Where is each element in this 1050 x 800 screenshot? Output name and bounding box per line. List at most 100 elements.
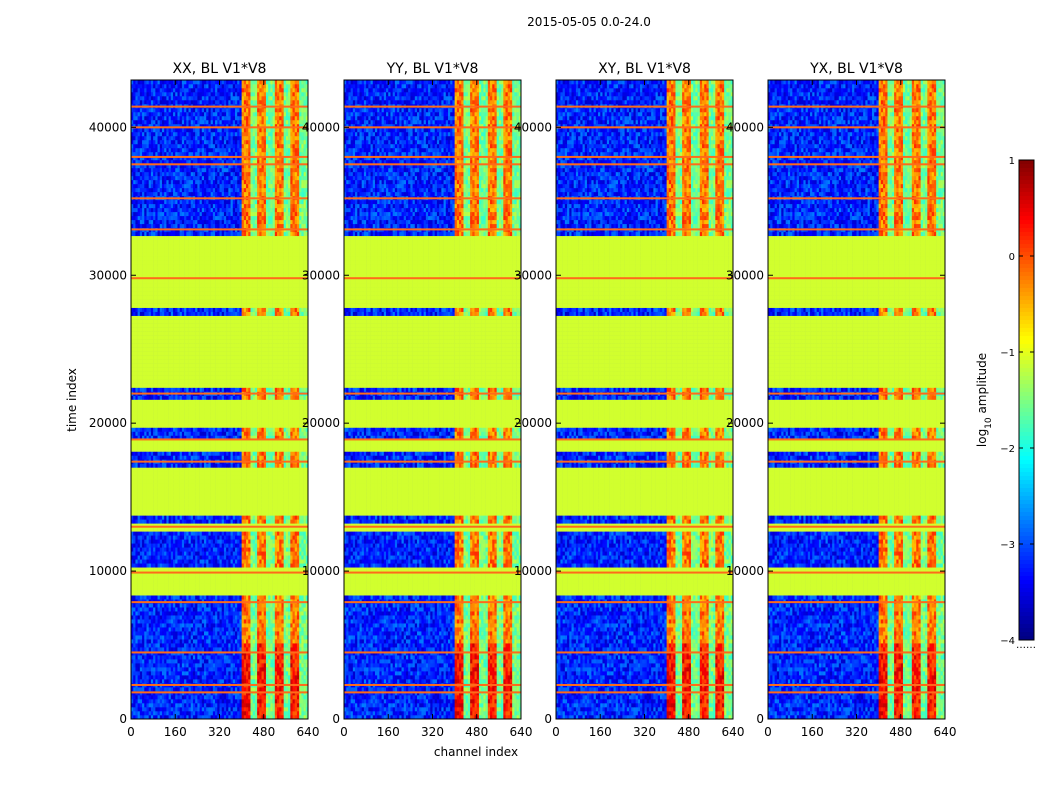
heatmap-cell: [241, 555, 245, 560]
heatmap-cell: [131, 543, 134, 548]
heatmap-cell: [164, 711, 167, 716]
heatmap-cell: [215, 475, 218, 480]
heatmap-cell: [248, 587, 251, 592]
heatmap-cell: [181, 619, 185, 624]
heatmap-cell: [254, 575, 258, 580]
heatmap-cell: [301, 671, 304, 676]
heatmap-cell: [265, 483, 269, 488]
heatmap-cell: [277, 487, 280, 492]
heatmap-cell: [175, 539, 178, 544]
heatmap-cell: [212, 715, 216, 719]
heatmap-cell: [303, 487, 307, 492]
heatmap-cell: [139, 531, 143, 536]
heatmap-cell: [259, 627, 262, 632]
heatmap-cell: [246, 679, 249, 684]
heatmap-cell: [144, 615, 147, 620]
heatmap-cell: [230, 479, 234, 484]
heatmap-cell: [206, 619, 209, 624]
heatmap-cell: [197, 523, 200, 528]
heatmap-cell: [131, 595, 134, 600]
heatmap-cell: [181, 639, 185, 644]
heatmap-cell: [181, 499, 185, 504]
heatmap-cell: [159, 551, 163, 556]
heatmap-cell: [179, 539, 183, 544]
heatmap-cell: [292, 555, 296, 560]
heatmap-cell: [296, 543, 300, 548]
heatmap-cell: [195, 483, 198, 488]
heatmap-cell: [270, 539, 273, 544]
heatmap-cell: [270, 511, 273, 516]
heatmap-cell: [301, 579, 304, 584]
heatmap-cell: [153, 671, 156, 676]
heatmap-cell: [270, 715, 273, 719]
heatmap-cell: [283, 555, 287, 560]
heatmap-cell: [217, 707, 220, 712]
heatmap-cell: [155, 491, 158, 496]
heatmap-cell: [301, 531, 304, 536]
heatmap-cell: [294, 575, 298, 580]
heatmap-cell: [274, 655, 278, 660]
heatmap-cell: [190, 667, 194, 672]
heatmap-cell: [272, 595, 276, 600]
heatmap-cell: [168, 703, 172, 708]
heatmap-cell: [195, 475, 198, 480]
heatmap-cell: [206, 507, 209, 512]
heatmap-cell: [155, 523, 158, 528]
heatmap-cell: [221, 659, 225, 664]
heatmap-cell: [263, 643, 267, 648]
heatmap-cell: [237, 511, 240, 516]
heatmap-cell: [175, 575, 178, 580]
heatmap-cell: [232, 555, 236, 560]
heatmap-cell: [199, 623, 203, 628]
heatmap-cell: [272, 483, 276, 488]
heatmap-cell: [221, 711, 225, 716]
heatmap-cell: [217, 475, 220, 480]
heatmap-cell: [150, 575, 154, 580]
heatmap-cell: [248, 519, 251, 524]
heatmap-cell: [294, 715, 298, 719]
heatmap-cell: [144, 703, 147, 708]
heatmap-cell: [250, 659, 253, 664]
heatmap-cell: [170, 611, 174, 616]
heatmap-cell: [265, 527, 269, 532]
heatmap-cell: [219, 479, 223, 484]
heatmap-cell: [261, 639, 265, 644]
heatmap-cell: [184, 671, 187, 676]
heatmap-cell: [139, 551, 143, 556]
heatmap-cell: [283, 711, 287, 716]
heatmap-cell: [199, 471, 203, 476]
heatmap-cell: [166, 563, 169, 568]
heatmap-cell: [181, 567, 185, 572]
heatmap-cell: [199, 659, 203, 664]
heatmap-cell: [259, 495, 262, 500]
heatmap-cell: [294, 527, 298, 532]
heatmap-cell: [210, 671, 214, 676]
heatmap-cell: [146, 615, 149, 620]
heatmap-cell: [175, 483, 178, 488]
heatmap-cell: [192, 579, 196, 584]
heatmap-cell: [142, 707, 145, 712]
heatmap-cell: [241, 527, 245, 532]
heatmap-cell: [230, 471, 234, 476]
heatmap-cell: [131, 471, 134, 476]
heatmap-cell: [170, 631, 174, 636]
heatmap-cell: [232, 587, 236, 592]
heatmap-cell: [177, 479, 180, 484]
heatmap-cell: [142, 647, 145, 652]
heatmap-cell: [206, 711, 209, 716]
heatmap-cell: [190, 503, 194, 508]
heatmap-cell: [215, 663, 218, 668]
heatmap-cell: [261, 547, 265, 552]
heatmap-cell: [142, 615, 145, 620]
heatmap-cell: [144, 591, 147, 596]
heatmap-cell: [175, 595, 178, 600]
heatmap-cell: [135, 607, 138, 612]
heatmap-cell: [250, 635, 253, 640]
heatmap-cell: [283, 495, 287, 500]
heatmap-cell: [181, 595, 185, 600]
heatmap-cell: [181, 603, 185, 608]
heatmap-cell: [228, 655, 231, 660]
heatmap-cell: [230, 523, 234, 528]
heatmap-cell: [219, 671, 223, 676]
heatmap-cell: [219, 559, 223, 564]
